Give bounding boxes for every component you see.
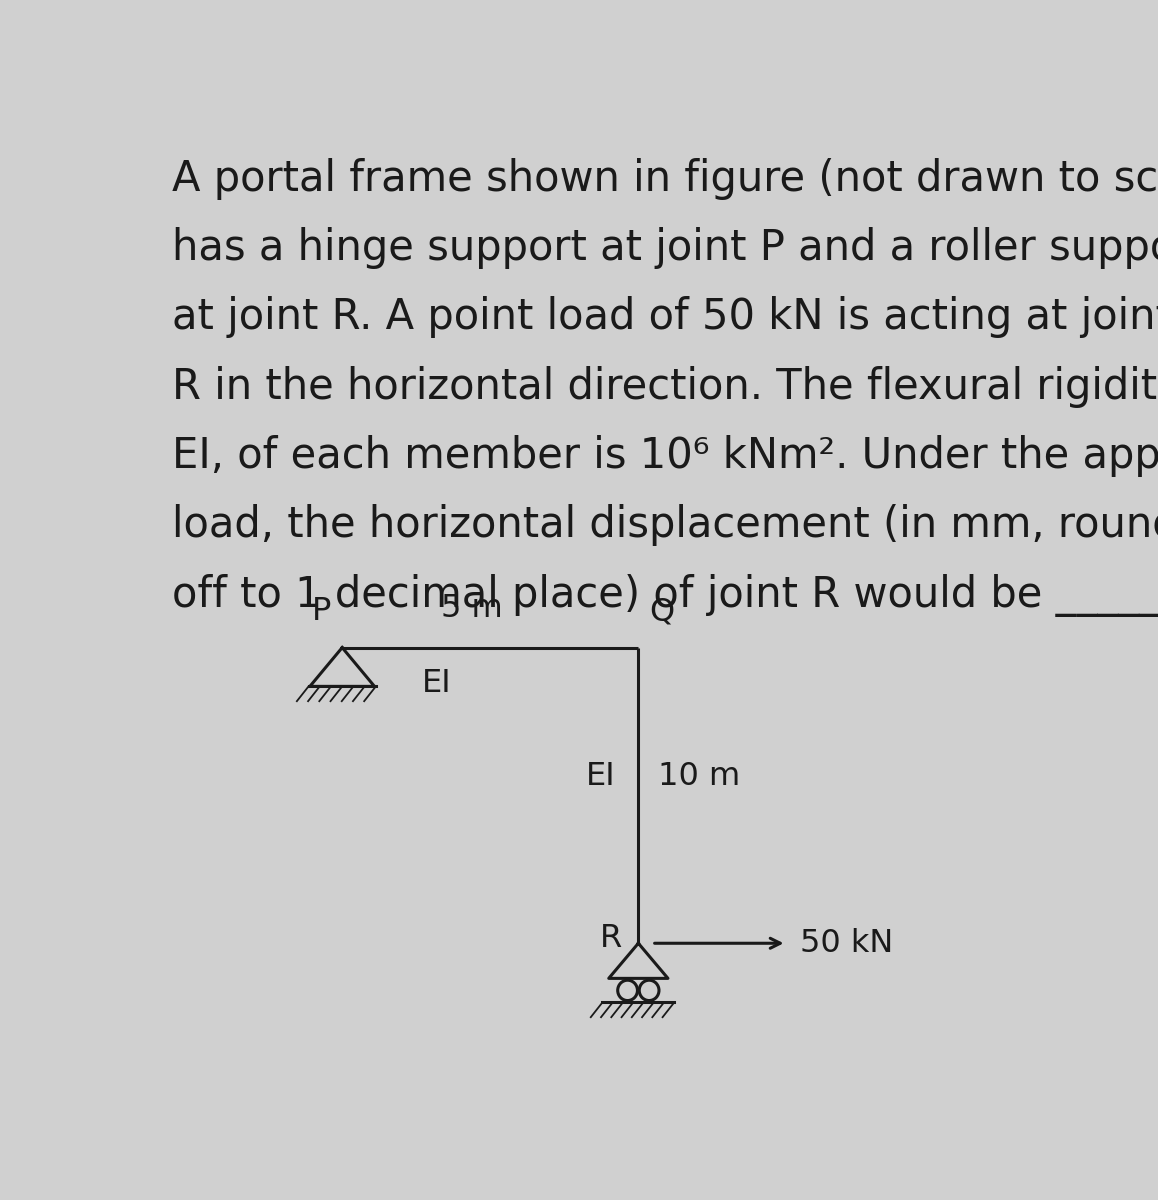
Text: Q: Q	[650, 596, 674, 628]
Text: 5 m: 5 m	[441, 594, 504, 624]
Text: P: P	[312, 596, 331, 628]
Text: R: R	[600, 923, 622, 954]
Text: load, the horizontal displacement (in mm, round: load, the horizontal displacement (in mm…	[171, 504, 1158, 546]
Text: EI, of each member is 10⁶ kNm². Under the applied: EI, of each member is 10⁶ kNm². Under th…	[171, 436, 1158, 478]
Text: 10 m: 10 m	[658, 762, 740, 792]
Text: 50 kN: 50 kN	[800, 928, 893, 959]
Text: R in the horizontal direction. The flexural rigidity.: R in the horizontal direction. The flexu…	[171, 366, 1158, 408]
Text: at joint R. A point load of 50 kN is acting at joint: at joint R. A point load of 50 kN is act…	[171, 296, 1158, 338]
Text: A portal frame shown in figure (not drawn to scale): A portal frame shown in figure (not draw…	[171, 158, 1158, 200]
Text: has a hinge support at joint P and a roller support: has a hinge support at joint P and a rol…	[171, 227, 1158, 269]
Text: off to 1 decimal place) of joint R would be ______: off to 1 decimal place) of joint R would…	[171, 574, 1158, 617]
Text: EI: EI	[422, 668, 452, 698]
Text: EI: EI	[586, 762, 616, 792]
